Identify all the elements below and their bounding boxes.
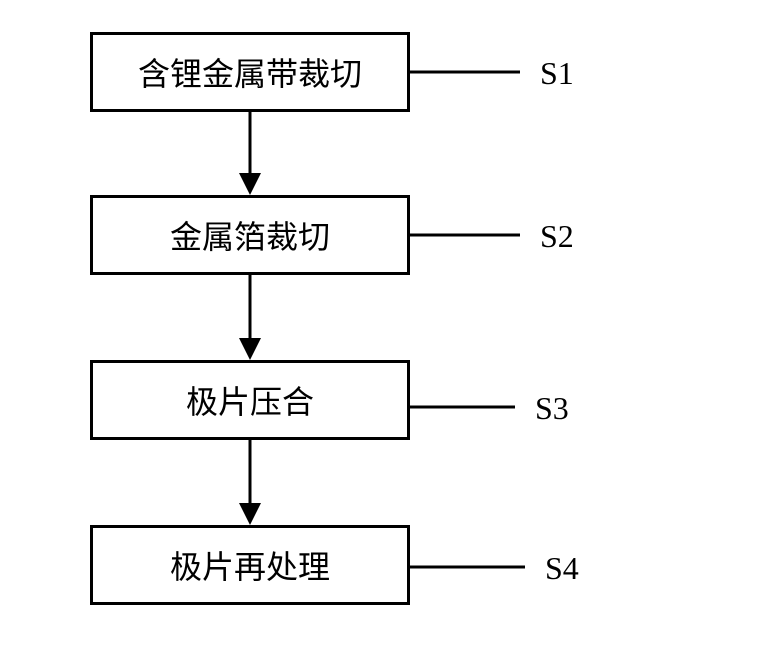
label-connector-s3 — [410, 405, 515, 409]
flow-arrow-3 — [239, 440, 261, 525]
flow-node-s1: 含锂金属带裁切 — [90, 32, 410, 112]
label-connector-s2 — [410, 233, 520, 237]
label-connector-s4 — [410, 565, 525, 569]
flow-node-s2: 金属箔裁切 — [90, 195, 410, 275]
flow-arrow-1 — [239, 112, 261, 195]
label-connector-s1 — [410, 70, 520, 74]
flowchart-canvas: 含锂金属带裁切 S1 金属箔裁切 S2 极片压合 S3 极片再处理 S4 — [0, 0, 757, 669]
flow-node-s4-text: 极片再处理 — [170, 542, 330, 588]
step-label-s2: S2 — [540, 218, 574, 255]
flow-node-s2-text: 金属箔裁切 — [170, 212, 330, 258]
flow-node-s3-text: 极片压合 — [186, 377, 314, 423]
flow-node-s1-text: 含锂金属带裁切 — [138, 49, 362, 95]
step-label-s4: S4 — [545, 550, 579, 587]
flow-node-s3: 极片压合 — [90, 360, 410, 440]
flow-node-s4: 极片再处理 — [90, 525, 410, 605]
step-label-s1: S1 — [540, 55, 574, 92]
flow-arrow-2 — [239, 275, 261, 360]
step-label-s3: S3 — [535, 390, 569, 427]
